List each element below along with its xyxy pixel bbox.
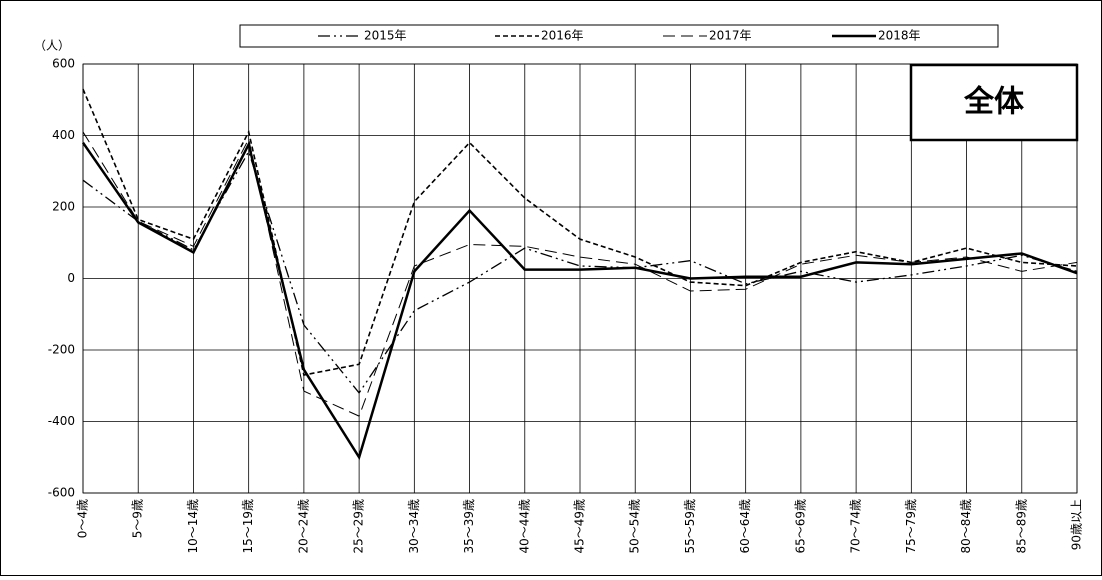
y-tick-label: 0 (67, 271, 75, 285)
x-tick-label: 20～24歳 (296, 499, 310, 554)
x-tick-label: 80～84歳 (959, 499, 973, 554)
legend-box (239, 24, 999, 48)
x-tick-label: 90歳以上 (1070, 499, 1084, 550)
x-tick-label: 70～74歳 (849, 499, 863, 554)
series-line (82, 131, 1078, 417)
x-tick-label: 0～4歳 (76, 499, 90, 538)
x-tick-label: 45～49歳 (573, 499, 587, 554)
legend-label: 2018年 (878, 29, 921, 43)
y-tick-label: -600 (48, 486, 75, 500)
y-tick-label: 600 (52, 57, 75, 71)
x-tick-label: 85～89歳 (1014, 499, 1028, 554)
series-line (81, 140, 1078, 461)
x-tick-label: 35～39歳 (462, 499, 476, 554)
x-tick-label: 55～59歳 (683, 499, 697, 554)
x-tick-label: 50～54歳 (628, 499, 642, 554)
x-tick-label: 65～69歳 (793, 499, 807, 554)
y-tick-label: 200 (52, 200, 75, 214)
chart-title: 全体 (963, 85, 1025, 120)
y-tick-label: -400 (48, 414, 75, 428)
title-box (909, 63, 1079, 142)
x-tick-label: 40～44歳 (517, 499, 531, 554)
x-tick-label: 5～9歳 (131, 499, 145, 538)
x-tick-label: 10～14歳 (186, 499, 200, 554)
y-tick-label: 400 (52, 128, 75, 142)
series-line (82, 149, 1078, 394)
y-unit: （人） (34, 39, 70, 53)
x-tick-label: 30～34歳 (407, 499, 421, 554)
x-tick-label: 25～29歳 (352, 499, 366, 554)
legend-label: 2016年 (541, 29, 584, 43)
x-tick-label: 15～19歳 (241, 499, 255, 554)
legend-label: 2017年 (709, 29, 752, 43)
x-tick-label: 75～79歳 (904, 499, 918, 554)
legend-label: 2015年 (364, 29, 407, 43)
y-tick-label: -200 (48, 343, 75, 357)
x-tick-label: 60～64歳 (738, 499, 752, 554)
